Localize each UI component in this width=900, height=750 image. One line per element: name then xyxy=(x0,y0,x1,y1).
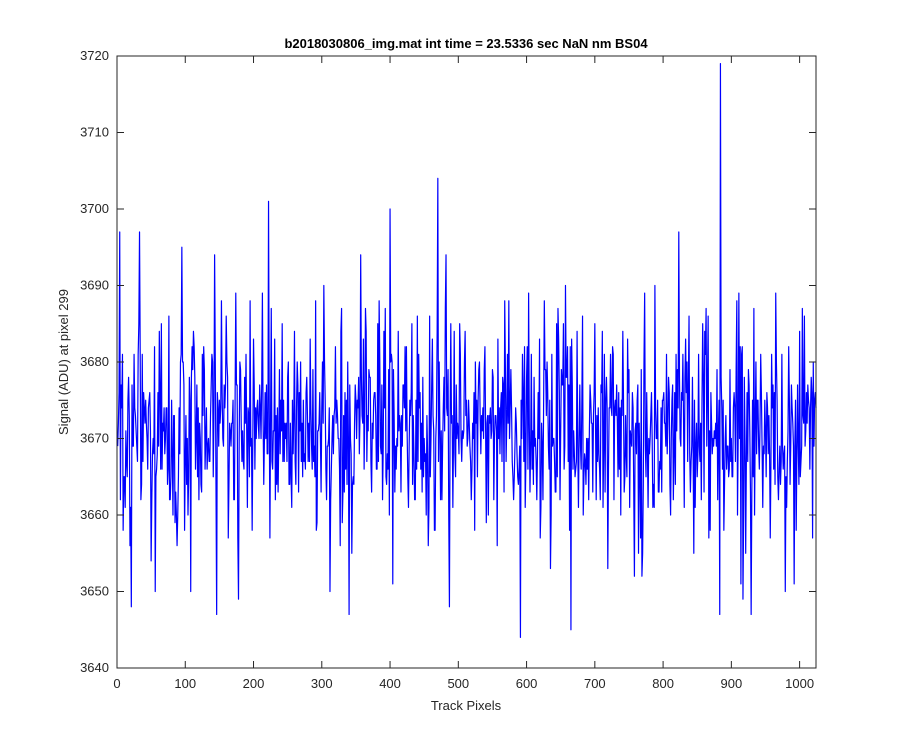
chart-title: b2018030806_img.mat int time = 23.5336 s… xyxy=(284,36,648,51)
y-axis-label: Signal (ADU) at pixel 299 xyxy=(56,289,71,435)
y-tick-label: 3650 xyxy=(80,584,109,599)
y-tick-label: 3700 xyxy=(80,201,109,216)
y-tick-label: 3670 xyxy=(80,431,109,446)
y-tick-label: 3720 xyxy=(80,48,109,63)
y-tick-label: 3640 xyxy=(80,660,109,675)
y-tick-label: 3680 xyxy=(80,354,109,369)
x-tick-label: 500 xyxy=(447,676,469,691)
y-tick-label: 3690 xyxy=(80,278,109,293)
plot-area xyxy=(117,56,816,668)
x-tick-label: 600 xyxy=(516,676,538,691)
x-tick-label: 0 xyxy=(113,676,120,691)
x-tick-label: 300 xyxy=(311,676,333,691)
y-tick-label: 3710 xyxy=(80,125,109,140)
x-tick-label: 1000 xyxy=(785,676,814,691)
x-tick-label: 400 xyxy=(379,676,401,691)
x-tick-label: 900 xyxy=(721,676,743,691)
signal-line xyxy=(117,63,817,638)
x-tick-label: 100 xyxy=(174,676,196,691)
y-axis: 3640 3650 3660 3670 3680 3690 3700 3710 3720 xyxy=(80,48,816,675)
x-tick-label: 200 xyxy=(243,676,265,691)
x-axis: 0 100 200 300 400 500 600 700 800 900 1000 xyxy=(113,56,814,691)
x-tick-label: 800 xyxy=(652,676,674,691)
x-tick-label: 700 xyxy=(584,676,606,691)
y-tick-label: 3660 xyxy=(80,507,109,522)
x-axis-label: Track Pixels xyxy=(431,698,502,713)
